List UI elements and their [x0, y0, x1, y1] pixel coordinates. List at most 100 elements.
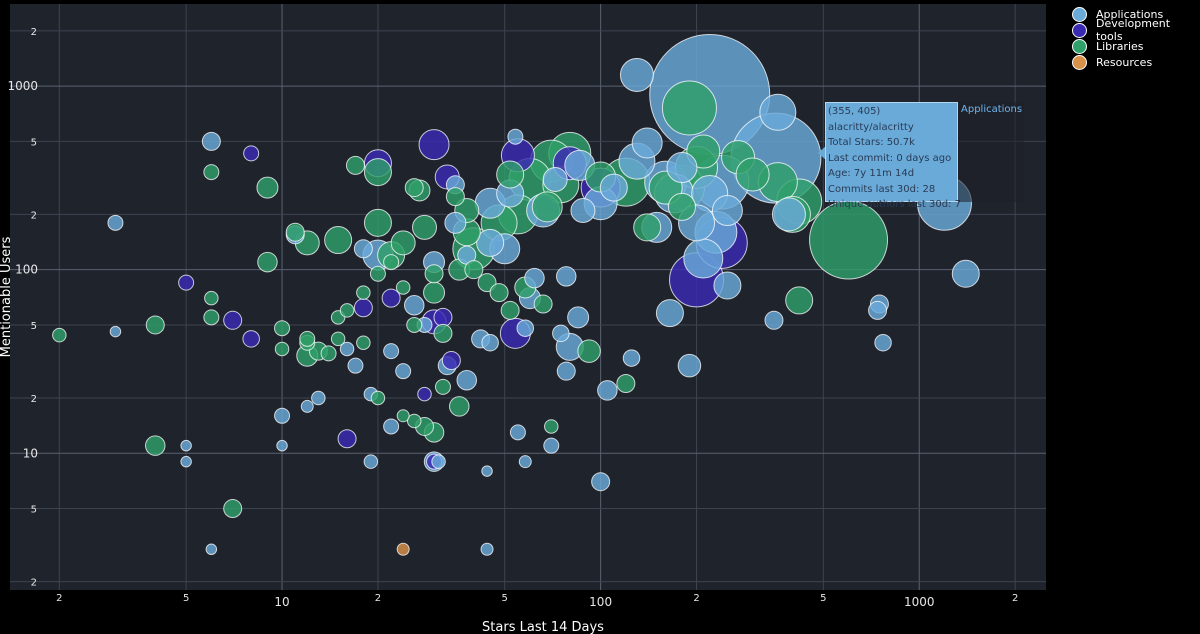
- bubble-libraries[interactable]: [363, 158, 392, 187]
- bubble-libraries[interactable]: [633, 213, 662, 242]
- bubble-applications[interactable]: [481, 465, 493, 477]
- bubble-libraries[interactable]: [339, 303, 355, 318]
- bubble-libraries[interactable]: [424, 264, 444, 284]
- bubble-applications[interactable]: [276, 439, 288, 452]
- bubble-libraries[interactable]: [363, 208, 392, 237]
- bubble-applications[interactable]: [180, 455, 192, 468]
- bubble-libraries[interactable]: [383, 254, 400, 271]
- bubble-applications[interactable]: [764, 310, 784, 330]
- bubble-applications[interactable]: [509, 424, 526, 441]
- bubble-libraries[interactable]: [531, 191, 563, 223]
- bubble-libraries[interactable]: [449, 396, 470, 417]
- bubble-libraries[interactable]: [406, 316, 423, 333]
- bubble-libraries[interactable]: [544, 419, 559, 434]
- bubble-resources[interactable]: [396, 542, 410, 556]
- bubble-applications[interactable]: [599, 173, 628, 202]
- bubble-libraries[interactable]: [464, 260, 484, 280]
- bubble-applications[interactable]: [683, 238, 724, 279]
- bubble-applications[interactable]: [711, 195, 743, 227]
- bubble-applications[interactable]: [655, 299, 684, 328]
- bubble-libraries[interactable]: [396, 409, 410, 423]
- bubble-libraries[interactable]: [274, 320, 291, 337]
- bubble-libraries[interactable]: [320, 345, 337, 362]
- bubble-libraries[interactable]: [330, 331, 346, 347]
- bubble-libraries[interactable]: [299, 330, 316, 347]
- bubble-libraries[interactable]: [370, 390, 386, 406]
- bubble-applications[interactable]: [874, 333, 892, 352]
- bubble-applications[interactable]: [481, 333, 499, 352]
- bubble-libraries[interactable]: [434, 378, 451, 395]
- bubble-libraries[interactable]: [204, 290, 219, 306]
- bubble-libraries[interactable]: [496, 160, 525, 189]
- bubble-applications[interactable]: [180, 439, 192, 452]
- bubble-libraries[interactable]: [257, 251, 278, 273]
- bubble-development-tools[interactable]: [223, 310, 243, 330]
- bubble-applications[interactable]: [567, 306, 590, 329]
- bubble-development-tools[interactable]: [337, 429, 357, 449]
- bubble-applications[interactable]: [868, 300, 888, 320]
- bubble-development-tools[interactable]: [418, 129, 450, 161]
- bubble-libraries[interactable]: [577, 339, 601, 363]
- bubble-applications[interactable]: [552, 324, 570, 343]
- bubble-libraries[interactable]: [667, 192, 696, 221]
- bubble-applications[interactable]: [107, 214, 124, 231]
- bubble-libraries[interactable]: [785, 286, 814, 315]
- bubble-libraries[interactable]: [345, 155, 365, 175]
- legend-item-applications[interactable]: Applications: [1072, 6, 1200, 22]
- bubble-applications[interactable]: [713, 271, 742, 300]
- bubble-libraries[interactable]: [285, 222, 305, 242]
- bubble-applications[interactable]: [205, 543, 218, 556]
- bubble-applications[interactable]: [311, 390, 326, 406]
- bubble-applications[interactable]: [507, 128, 524, 145]
- bubble-applications[interactable]: [444, 211, 467, 234]
- bubble-libraries[interactable]: [616, 373, 636, 393]
- bubble-libraries[interactable]: [661, 80, 717, 136]
- bubble-development-tools[interactable]: [353, 298, 373, 318]
- bubble-applications[interactable]: [201, 131, 221, 151]
- bubble-applications[interactable]: [363, 454, 379, 469]
- bubble-applications[interactable]: [631, 127, 663, 159]
- bubble-development-tools[interactable]: [243, 145, 260, 162]
- bubble-applications[interactable]: [591, 472, 611, 492]
- bubble-applications[interactable]: [476, 228, 505, 257]
- bubble-applications[interactable]: [542, 166, 568, 192]
- bubble-libraries[interactable]: [433, 323, 453, 343]
- bubble-development-tools[interactable]: [178, 274, 195, 291]
- bubble-applications[interactable]: [480, 542, 494, 556]
- bubble-applications[interactable]: [353, 239, 373, 259]
- bubble-applications[interactable]: [597, 380, 618, 401]
- bubble-libraries[interactable]: [500, 300, 520, 320]
- bubble-applications[interactable]: [759, 93, 797, 131]
- legend-item-development-tools[interactable]: Development tools: [1072, 17, 1200, 43]
- bubble-development-tools[interactable]: [441, 351, 461, 371]
- bubble-applications[interactable]: [456, 369, 478, 391]
- bubble-applications[interactable]: [556, 266, 577, 287]
- bubble-libraries[interactable]: [735, 157, 770, 192]
- bubble-applications[interactable]: [339, 341, 355, 357]
- bubble-applications[interactable]: [431, 454, 446, 469]
- bubbles[interactable]: [52, 33, 980, 556]
- bubble-libraries[interactable]: [423, 281, 446, 304]
- bubble-libraries[interactable]: [324, 226, 353, 255]
- legend-item-libraries[interactable]: Libraries: [1072, 38, 1200, 54]
- bubble-development-tools[interactable]: [242, 330, 260, 348]
- bubble-applications[interactable]: [677, 353, 702, 378]
- bubble-libraries[interactable]: [395, 280, 411, 295]
- bubble-applications[interactable]: [666, 152, 698, 184]
- bubble-applications[interactable]: [543, 437, 560, 454]
- bubble-development-tools[interactable]: [417, 386, 432, 402]
- bubble-libraries[interactable]: [369, 265, 386, 282]
- bubble-libraries[interactable]: [406, 413, 422, 429]
- bubble-libraries[interactable]: [256, 176, 279, 199]
- bubble-libraries[interactable]: [274, 341, 290, 357]
- bubble-applications[interactable]: [383, 418, 400, 435]
- bubble-libraries[interactable]: [356, 335, 371, 350]
- bubble-applications[interactable]: [771, 197, 806, 232]
- legend-item-resources[interactable]: Resources: [1072, 54, 1200, 70]
- bubble-applications[interactable]: [403, 295, 425, 316]
- bubble-applications[interactable]: [622, 349, 641, 367]
- bubble-libraries[interactable]: [411, 214, 437, 240]
- bubble-libraries[interactable]: [203, 164, 220, 181]
- bubble-libraries[interactable]: [489, 283, 509, 303]
- bubble-libraries[interactable]: [390, 230, 416, 256]
